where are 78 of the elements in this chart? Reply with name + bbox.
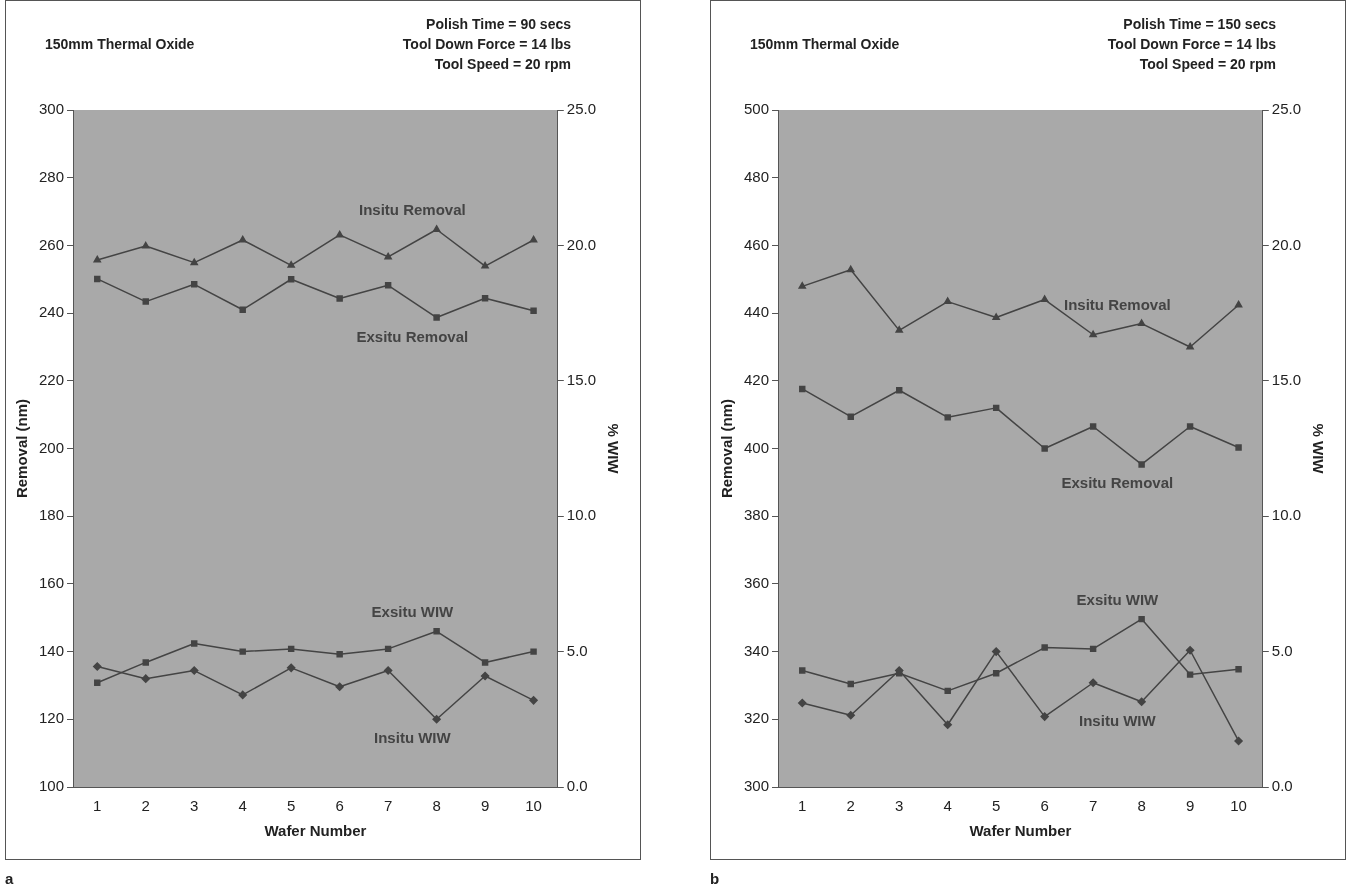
y-tick-label: 340 [744, 641, 770, 659]
y-tick-label: 260 [39, 235, 65, 253]
x-tick-label: 7 [383, 797, 393, 815]
y-tick-label: 460 [744, 235, 770, 253]
y-tick-label: 380 [744, 506, 770, 524]
x-tick-label: 1 [798, 797, 807, 815]
y-tick-label: 160 [39, 574, 65, 592]
x-axis-title: Wafer Number [969, 822, 1072, 840]
x-tick-label: 5 [287, 797, 296, 815]
text: Tool Down Force = 14 lbs [1107, 35, 1276, 54]
series-label: Insitu Removal [359, 201, 466, 219]
series-label: Exsitu Removal [1061, 474, 1174, 492]
y-tick-label: 400 [744, 438, 770, 456]
x-axis-title: Wafer Number [264, 822, 367, 840]
y-tick-label: 120 [39, 709, 65, 727]
x-tick-label: 6 [335, 797, 344, 815]
x-tick-label: 3 [895, 797, 904, 815]
x-tick-label: 10 [525, 797, 542, 815]
y2-tick-label: 25.0 [566, 100, 597, 118]
series-label: Exsitu WIW [371, 603, 455, 621]
y2-tick-label: 25.0 [1271, 100, 1302, 118]
x-tick-label: 4 [943, 797, 952, 815]
text: b [710, 870, 720, 887]
y2-tick-label: 5.0 [566, 641, 588, 659]
x-tick-label: 4 [238, 797, 247, 815]
y-tick-label: 180 [39, 506, 65, 524]
x-tick-label: 6 [1040, 797, 1049, 815]
y-tick-label: 420 [744, 370, 770, 388]
y-tick-label: 440 [744, 303, 770, 321]
x-tick-label: 7 [1088, 797, 1098, 815]
y-tick-label: 200 [39, 438, 65, 456]
y-tick-label: 300 [744, 777, 770, 795]
y2-tick-label: 0.0 [566, 777, 588, 795]
text: Tool Speed = 20 rpm [1138, 55, 1276, 74]
x-tick-label: 10 [1230, 797, 1247, 815]
y2-tick-label: 5.0 [1271, 641, 1293, 659]
x-tick-label: 8 [1137, 797, 1146, 815]
x-tick-label: 3 [190, 797, 199, 815]
y2-axis-title: % WIW [1309, 423, 1327, 475]
y-tick-label: 220 [39, 370, 65, 388]
y2-tick-label: 0.0 [1271, 777, 1293, 795]
y-tick-label: 320 [744, 709, 770, 727]
chart-title: 150mm Thermal Oxide [750, 36, 900, 52]
y-tick-label: 480 [744, 167, 770, 185]
series-label: Insitu WIW [374, 729, 452, 747]
x-tick-label: 2 [846, 797, 855, 815]
text: Tool Speed = 20 rpm [433, 55, 571, 74]
x-tick-label: 9 [480, 797, 490, 815]
series-label: Exsitu Removal [356, 327, 469, 345]
y2-tick-label: 10.0 [566, 506, 597, 524]
y2-tick-label: 15.0 [566, 370, 597, 388]
series-label: Insitu Removal [1064, 295, 1171, 313]
y2-axis-title: % WIW [604, 423, 622, 475]
chart-title: 150mm Thermal Oxide [45, 36, 195, 52]
x-tick-label: 9 [1185, 797, 1195, 815]
y2-tick-label: 20.0 [566, 235, 597, 253]
y2-tick-label: 15.0 [1271, 370, 1302, 388]
y-axis-title: Removal (nm) [718, 398, 736, 499]
x-tick-label: 2 [141, 797, 150, 815]
series-label: Exsitu WIW [1076, 591, 1160, 609]
series-label: Insitu WIW [1079, 711, 1157, 729]
x-tick-label: 5 [992, 797, 1001, 815]
y2-tick-label: 20.0 [1271, 235, 1302, 253]
y-tick-label: 240 [39, 303, 65, 321]
text: Polish Time = 90 secs [425, 15, 571, 34]
y2-tick-label: 10.0 [1271, 506, 1302, 524]
y-tick-label: 280 [39, 167, 65, 185]
y-tick-label: 140 [39, 641, 65, 659]
y-tick-label: 500 [744, 100, 770, 118]
text: Tool Down Force = 14 lbs [402, 35, 571, 54]
x-tick-label: 8 [432, 797, 441, 815]
y-tick-label: 100 [39, 777, 65, 795]
y-tick-label: 360 [744, 574, 770, 592]
y-tick-label: 300 [39, 100, 65, 118]
text: Polish Time = 150 secs [1122, 15, 1276, 34]
text: a [5, 870, 14, 887]
y-axis-title: Removal (nm) [13, 398, 31, 499]
x-tick-label: 1 [93, 797, 102, 815]
